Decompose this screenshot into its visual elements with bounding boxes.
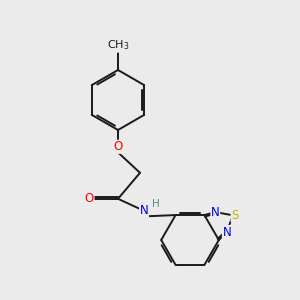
Text: CH$_3$: CH$_3$ (107, 38, 129, 52)
Text: N: N (140, 204, 148, 217)
Text: S: S (231, 209, 238, 222)
Text: H: H (152, 199, 160, 208)
Text: O: O (85, 192, 94, 205)
Text: N: N (223, 226, 231, 238)
Text: N: N (211, 206, 220, 219)
Text: O: O (113, 140, 123, 153)
